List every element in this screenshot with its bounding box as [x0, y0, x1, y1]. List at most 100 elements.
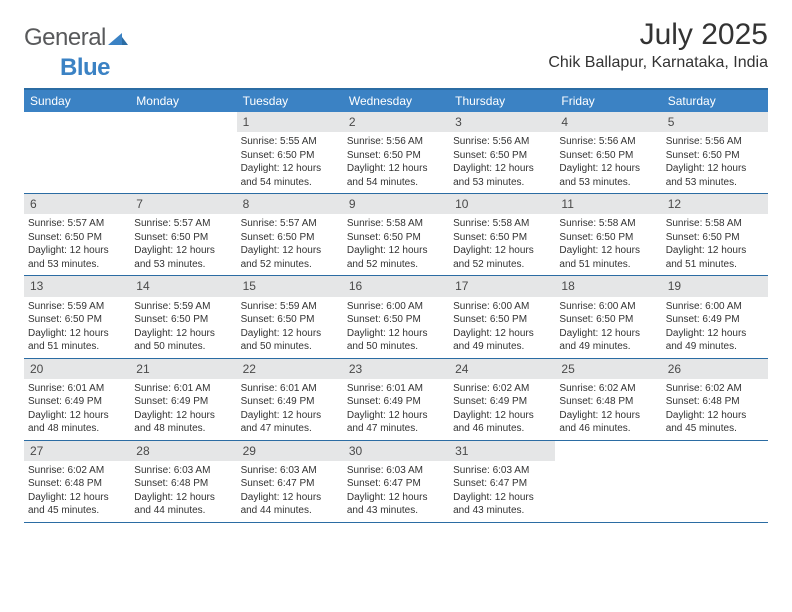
sunrise-line: Sunrise: 6:02 AM	[453, 382, 551, 396]
day-number: 24	[449, 359, 555, 379]
daylight-line: Daylight: 12 hours and 45 minutes.	[666, 409, 764, 436]
week-row: 13Sunrise: 5:59 AMSunset: 6:50 PMDayligh…	[24, 276, 768, 358]
sunset-line: Sunset: 6:50 PM	[559, 149, 657, 163]
day-cell: 18Sunrise: 6:00 AMSunset: 6:50 PMDayligh…	[555, 276, 661, 357]
day-cell: 13Sunrise: 5:59 AMSunset: 6:50 PMDayligh…	[24, 276, 130, 357]
day-number: 31	[449, 441, 555, 461]
daylight-line: Daylight: 12 hours and 46 minutes.	[559, 409, 657, 436]
sunset-line: Sunset: 6:49 PM	[666, 313, 764, 327]
day-number: 1	[237, 112, 343, 132]
day-cell: 30Sunrise: 6:03 AMSunset: 6:47 PMDayligh…	[343, 441, 449, 522]
sunset-line: Sunset: 6:50 PM	[559, 313, 657, 327]
day-header-tue: Tuesday	[237, 90, 343, 112]
day-cell: 20Sunrise: 6:01 AMSunset: 6:49 PMDayligh…	[24, 359, 130, 440]
daylight-line: Daylight: 12 hours and 52 minutes.	[453, 244, 551, 271]
logo-triangle-icon	[108, 24, 128, 52]
sunrise-line: Sunrise: 6:03 AM	[347, 464, 445, 478]
day-number: 10	[449, 194, 555, 214]
sunset-line: Sunset: 6:49 PM	[134, 395, 232, 409]
daylight-line: Daylight: 12 hours and 47 minutes.	[241, 409, 339, 436]
day-cell: 10Sunrise: 5:58 AMSunset: 6:50 PMDayligh…	[449, 194, 555, 275]
day-cell: 4Sunrise: 5:56 AMSunset: 6:50 PMDaylight…	[555, 112, 661, 193]
daylight-line: Daylight: 12 hours and 51 minutes.	[28, 327, 126, 354]
day-header-fri: Friday	[555, 90, 661, 112]
sunset-line: Sunset: 6:48 PM	[559, 395, 657, 409]
daylight-line: Daylight: 12 hours and 53 minutes.	[666, 162, 764, 189]
sunrise-line: Sunrise: 6:02 AM	[666, 382, 764, 396]
sunrise-line: Sunrise: 5:56 AM	[453, 135, 551, 149]
day-number: 23	[343, 359, 449, 379]
sunrise-line: Sunrise: 6:01 AM	[347, 382, 445, 396]
day-cell: 26Sunrise: 6:02 AMSunset: 6:48 PMDayligh…	[662, 359, 768, 440]
sunrise-line: Sunrise: 5:56 AM	[347, 135, 445, 149]
day-number: 5	[662, 112, 768, 132]
logo-text-blue: Blue	[60, 54, 110, 81]
daylight-line: Daylight: 12 hours and 43 minutes.	[453, 491, 551, 518]
sunset-line: Sunset: 6:50 PM	[666, 149, 764, 163]
day-number: 22	[237, 359, 343, 379]
day-cell: 19 Sunrise: 6:00 AMSunset: 6:49 PMDayligh…	[662, 276, 768, 357]
sunset-line: Sunset: 6:50 PM	[241, 313, 339, 327]
day-cell: 27Sunrise: 6:02 AMSunset: 6:48 PMDayligh…	[24, 441, 130, 522]
sunrise-line: Sunrise: 5:56 AM	[559, 135, 657, 149]
sunset-line: Sunset: 6:50 PM	[28, 231, 126, 245]
day-number: 7	[130, 194, 236, 214]
day-cell: 31 Sunrise: 6:03 AMSunset: 6:47 PMDayligh…	[449, 441, 555, 522]
day-number: 3	[449, 112, 555, 132]
day-number: 14	[130, 276, 236, 296]
day-number: 15	[237, 276, 343, 296]
daylight-line: Daylight: 12 hours and 44 minutes.	[241, 491, 339, 518]
daylight-line: Daylight: 12 hours and 49 minutes.	[453, 327, 551, 354]
sunset-line: Sunset: 6:47 PM	[453, 477, 551, 491]
week-row: 6Sunrise: 5:57 AMSunset: 6:50 PMDaylight…	[24, 194, 768, 276]
day-cell: 23 Sunrise: 6:01 AMSunset: 6:49 PMDayligh…	[343, 359, 449, 440]
day-cell: 24Sunrise: 6:02 AMSunset: 6:49 PMDayligh…	[449, 359, 555, 440]
week-row: 20Sunrise: 6:01 AMSunset: 6:49 PMDayligh…	[24, 359, 768, 441]
daylight-line: Daylight: 12 hours and 53 minutes.	[453, 162, 551, 189]
sunrise-line: Sunrise: 6:03 AM	[241, 464, 339, 478]
title-block: July 2025 Chik Ballapur, Karnataka, Indi…	[548, 18, 768, 72]
day-cell: 5Sunrise: 5:56 AMSunset: 6:50 PMDaylight…	[662, 112, 768, 193]
day-cell: 14Sunrise: 5:59 AMSunset: 6:50 PMDayligh…	[130, 276, 236, 357]
weeks-container: 1Sunrise: 5:55 AMSunset: 6:50 PMDaylight…	[24, 112, 768, 523]
sunset-line: Sunset: 6:50 PM	[347, 231, 445, 245]
day-number: 25	[555, 359, 661, 379]
logo: GeneralBlue	[24, 24, 128, 82]
daylight-line: Daylight: 12 hours and 47 minutes.	[347, 409, 445, 436]
sunrise-line: Sunrise: 5:59 AM	[28, 300, 126, 314]
calendar: Sunday Monday Tuesday Wednesday Thursday…	[24, 88, 768, 523]
daylight-line: Daylight: 12 hours and 52 minutes.	[241, 244, 339, 271]
daylight-line: Daylight: 12 hours and 51 minutes.	[559, 244, 657, 271]
sunset-line: Sunset: 6:50 PM	[559, 231, 657, 245]
sunset-line: Sunset: 6:48 PM	[28, 477, 126, 491]
sunset-line: Sunset: 6:50 PM	[241, 149, 339, 163]
sunset-line: Sunset: 6:47 PM	[241, 477, 339, 491]
day-cell: 21Sunrise: 6:01 AMSunset: 6:49 PMDayligh…	[130, 359, 236, 440]
day-number: 2	[343, 112, 449, 132]
daylight-line: Daylight: 12 hours and 46 minutes.	[453, 409, 551, 436]
day-header-wed: Wednesday	[343, 90, 449, 112]
day-number: 17	[449, 276, 555, 296]
sunrise-line: Sunrise: 5:59 AM	[134, 300, 232, 314]
sunrise-line: Sunrise: 6:00 AM	[666, 300, 764, 314]
sunrise-line: Sunrise: 6:03 AM	[134, 464, 232, 478]
daylight-line: Daylight: 12 hours and 49 minutes.	[666, 327, 764, 354]
sunset-line: Sunset: 6:49 PM	[28, 395, 126, 409]
sunrise-line: Sunrise: 6:01 AM	[28, 382, 126, 396]
day-cell: 16Sunrise: 6:00 AMSunset: 6:50 PMDayligh…	[343, 276, 449, 357]
daylight-line: Daylight: 12 hours and 48 minutes.	[28, 409, 126, 436]
header: GeneralBlue July 2025 Chik Ballapur, Kar…	[24, 18, 768, 82]
day-cell: 15Sunrise: 5:59 AMSunset: 6:50 PMDayligh…	[237, 276, 343, 357]
week-row: 1Sunrise: 5:55 AMSunset: 6:50 PMDaylight…	[24, 112, 768, 194]
sunrise-line: Sunrise: 6:00 AM	[559, 300, 657, 314]
sunrise-line: Sunrise: 6:03 AM	[453, 464, 551, 478]
day-cell: 7Sunrise: 5:57 AMSunset: 6:50 PMDaylight…	[130, 194, 236, 275]
daylight-line: Daylight: 12 hours and 50 minutes.	[134, 327, 232, 354]
daylight-line: Daylight: 12 hours and 53 minutes.	[134, 244, 232, 271]
week-row: 27Sunrise: 6:02 AMSunset: 6:48 PMDayligh…	[24, 441, 768, 523]
day-number: 19	[662, 276, 768, 296]
daylight-line: Daylight: 12 hours and 54 minutes.	[347, 162, 445, 189]
daylight-line: Daylight: 12 hours and 44 minutes.	[134, 491, 232, 518]
sunset-line: Sunset: 6:49 PM	[347, 395, 445, 409]
day-number: 6	[24, 194, 130, 214]
